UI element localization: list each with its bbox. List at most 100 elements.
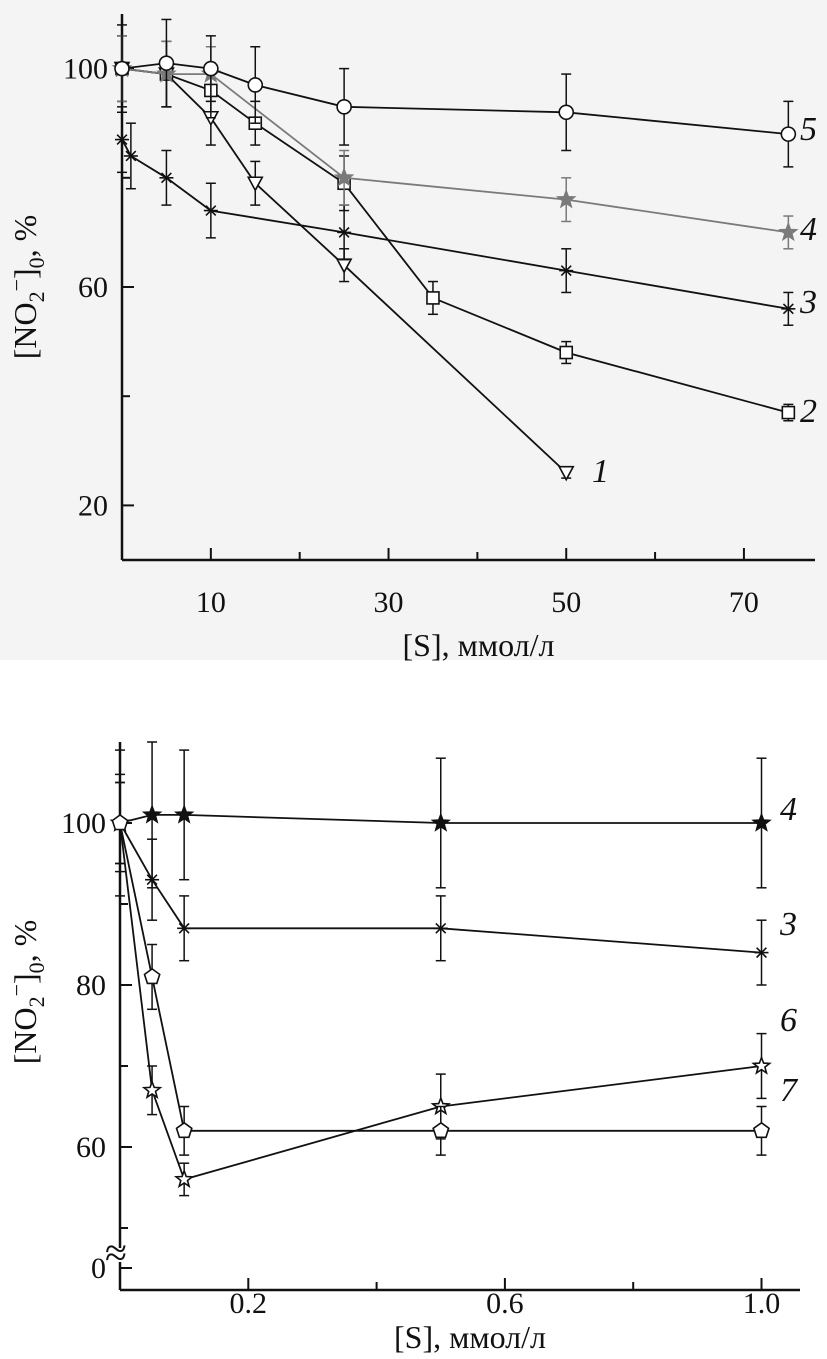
series-label: 7 [780, 1072, 799, 1109]
y-axis-label-part: 0 [24, 257, 49, 268]
circle-marker [158, 55, 175, 71]
y-tick-label: 20 [78, 489, 108, 522]
series-label: 3 [779, 906, 797, 943]
pentagon-marker [432, 1121, 450, 1139]
asterisk-stroke [116, 134, 128, 146]
asterisk-stroke [435, 922, 447, 934]
series-label: 5 [800, 111, 817, 148]
star-marker [173, 1168, 195, 1189]
pentagon-marker [143, 967, 161, 985]
asterisk-marker [337, 226, 352, 238]
pentagon-marker [175, 1121, 193, 1139]
star-marker [141, 1079, 163, 1100]
y-tick-label: 80 [76, 969, 106, 1002]
asterisk-marker [781, 303, 796, 315]
series-3: 3 [113, 773, 797, 986]
star-marker [778, 221, 799, 242]
y-axis-label-part: 2 [24, 291, 49, 302]
star-marker [333, 167, 355, 187]
x-tick-label: 10 [196, 586, 226, 619]
pentagon-marker [752, 1121, 771, 1139]
asterisk-marker [123, 150, 138, 162]
asterisk-stroke [146, 874, 158, 886]
y-axis-label-part: [NO [7, 1007, 43, 1064]
series-5: 5 [114, 18, 817, 168]
y-axis-label-part: , % [7, 920, 43, 963]
asterisk-marker [203, 205, 218, 217]
y-axis-label-part: − [4, 279, 29, 291]
y-tick-label: 60 [76, 1131, 106, 1164]
y-axis-label-part: ] [7, 268, 43, 279]
series-label: 1 [592, 453, 609, 490]
star-marker [555, 188, 577, 209]
asterisk-stroke [178, 922, 190, 934]
circle-marker [247, 77, 264, 93]
series-label: 4 [800, 211, 817, 248]
series-line [121, 67, 789, 414]
y-axis-label-part: − [4, 984, 29, 996]
triangle-marker [246, 176, 264, 192]
asterisk-stroke [560, 265, 572, 277]
star-marker [751, 1055, 772, 1075]
asterisk-marker [754, 947, 769, 959]
asterisk-stroke [338, 226, 350, 238]
star-marker [751, 812, 772, 832]
circle-marker [336, 99, 352, 115]
y-axis-label-part: [NO [7, 302, 43, 359]
series-label: 2 [800, 393, 817, 430]
square-marker [426, 291, 440, 305]
circle-marker [114, 60, 130, 77]
asterisk-marker [177, 922, 192, 934]
x-axis-label: [S], ммол/л [402, 627, 554, 663]
y-tick-label: 100 [61, 807, 106, 840]
asterisk-marker [559, 265, 574, 277]
x-axis-label: [S], ммол/л [394, 1319, 546, 1355]
series-6: 6 [109, 781, 797, 1197]
series-label: 3 [799, 284, 817, 321]
asterisk-marker [159, 172, 174, 184]
series-label: 4 [780, 791, 797, 828]
triangle-marker [557, 465, 575, 482]
x-tick-label: 50 [551, 586, 581, 619]
y-axis-label-part: 2 [24, 996, 49, 1007]
star-marker [141, 804, 163, 824]
y-axis-label: [NO2−]0, % [4, 920, 49, 1065]
series-label: 6 [780, 1002, 797, 1039]
x-tick-label: 0.2 [230, 1287, 268, 1320]
pentagon-marker [111, 814, 129, 831]
square-marker [781, 405, 796, 420]
y-tick-label: 0 [91, 1252, 106, 1285]
star-marker [173, 804, 195, 824]
asterisk-stroke [782, 303, 794, 315]
asterisk-marker [145, 874, 160, 886]
series-3: 3 [115, 106, 817, 326]
series-line [121, 67, 789, 234]
x-tick-label: 70 [729, 586, 759, 619]
x-tick-label: 1.0 [743, 1287, 781, 1320]
series-4: 4 [109, 741, 797, 897]
x-tick-label: 0.6 [486, 1287, 524, 1320]
circle-marker [780, 126, 797, 142]
x-tick-label: 30 [374, 586, 404, 619]
asterisk-stroke [756, 947, 767, 959]
y-axis-label-part: ] [7, 973, 43, 984]
y-axis-label-part: , % [7, 215, 43, 258]
circle-marker [558, 104, 575, 121]
asterisk-marker [433, 922, 448, 934]
circle-marker [203, 60, 219, 77]
series-7: 7 [111, 781, 799, 1156]
asterisk-stroke [205, 205, 217, 217]
y-tick-label: 60 [78, 271, 108, 304]
axis-break-symbol: ≈ [105, 1230, 127, 1275]
y-tick-label: 100 [63, 53, 108, 86]
asterisk-stroke [160, 172, 172, 184]
y-axis-label: [NO2−]0, % [4, 215, 49, 360]
asterisk-marker [115, 134, 129, 146]
y-axis-label-part: 0 [24, 962, 49, 973]
star-marker [430, 812, 451, 832]
asterisk-stroke [125, 150, 137, 162]
square-marker [559, 345, 574, 360]
